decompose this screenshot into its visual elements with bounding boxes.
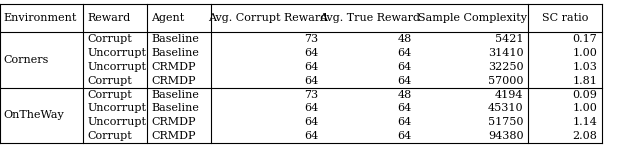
Text: SC ratio: SC ratio — [541, 13, 588, 23]
Text: 94380: 94380 — [488, 131, 524, 141]
Text: 0.17: 0.17 — [572, 34, 597, 44]
Text: Sample Complexity: Sample Complexity — [417, 13, 527, 23]
Text: Agent: Agent — [151, 13, 184, 23]
Text: Corrupt: Corrupt — [87, 76, 132, 86]
Text: 1.00: 1.00 — [572, 48, 597, 58]
Text: 1.81: 1.81 — [572, 76, 597, 86]
Text: Corrupt: Corrupt — [87, 89, 132, 100]
Text: 64: 64 — [305, 103, 319, 113]
Text: 64: 64 — [397, 76, 412, 86]
Text: 51750: 51750 — [488, 117, 524, 127]
Text: Reward: Reward — [87, 13, 131, 23]
Text: Environment: Environment — [4, 13, 77, 23]
Text: 64: 64 — [305, 76, 319, 86]
Text: Uncorrupt: Uncorrupt — [87, 117, 146, 127]
Text: 5421: 5421 — [495, 34, 524, 44]
Text: Baseline: Baseline — [151, 48, 199, 58]
Text: 0.09: 0.09 — [572, 89, 597, 100]
Text: Avg. Corrupt Reward: Avg. Corrupt Reward — [207, 13, 327, 23]
Text: CRMDP: CRMDP — [151, 131, 196, 141]
Text: 64: 64 — [397, 103, 412, 113]
Text: Corners: Corners — [4, 55, 49, 65]
Text: 57000: 57000 — [488, 76, 524, 86]
Text: 64: 64 — [397, 131, 412, 141]
Text: 64: 64 — [397, 117, 412, 127]
Text: 48: 48 — [397, 89, 412, 100]
Text: Corrupt: Corrupt — [87, 131, 132, 141]
Text: 48: 48 — [397, 34, 412, 44]
Text: Baseline: Baseline — [151, 103, 199, 113]
Text: Uncorrupt: Uncorrupt — [87, 48, 146, 58]
Text: 64: 64 — [305, 131, 319, 141]
Text: 32250: 32250 — [488, 62, 524, 72]
Text: 1.00: 1.00 — [572, 103, 597, 113]
Text: 64: 64 — [305, 48, 319, 58]
Text: Baseline: Baseline — [151, 89, 199, 100]
Text: 64: 64 — [397, 48, 412, 58]
Text: CRMDP: CRMDP — [151, 117, 196, 127]
Text: 64: 64 — [397, 62, 412, 72]
Text: Avg. True Reward: Avg. True Reward — [319, 13, 420, 23]
Text: 1.14: 1.14 — [572, 117, 597, 127]
Text: 64: 64 — [305, 62, 319, 72]
Text: 45310: 45310 — [488, 103, 524, 113]
Text: CRMDP: CRMDP — [151, 62, 196, 72]
Text: Baseline: Baseline — [151, 34, 199, 44]
Text: Corrupt: Corrupt — [87, 34, 132, 44]
Text: 1.03: 1.03 — [572, 62, 597, 72]
Text: 31410: 31410 — [488, 48, 524, 58]
Text: 73: 73 — [305, 34, 319, 44]
Text: 73: 73 — [305, 89, 319, 100]
Text: CRMDP: CRMDP — [151, 76, 196, 86]
Text: Uncorrupt: Uncorrupt — [87, 62, 146, 72]
Text: 64: 64 — [305, 117, 319, 127]
Text: 2.08: 2.08 — [572, 131, 597, 141]
Text: 4194: 4194 — [495, 89, 524, 100]
Text: OnTheWay: OnTheWay — [4, 110, 65, 120]
Text: Uncorrupt: Uncorrupt — [87, 103, 146, 113]
